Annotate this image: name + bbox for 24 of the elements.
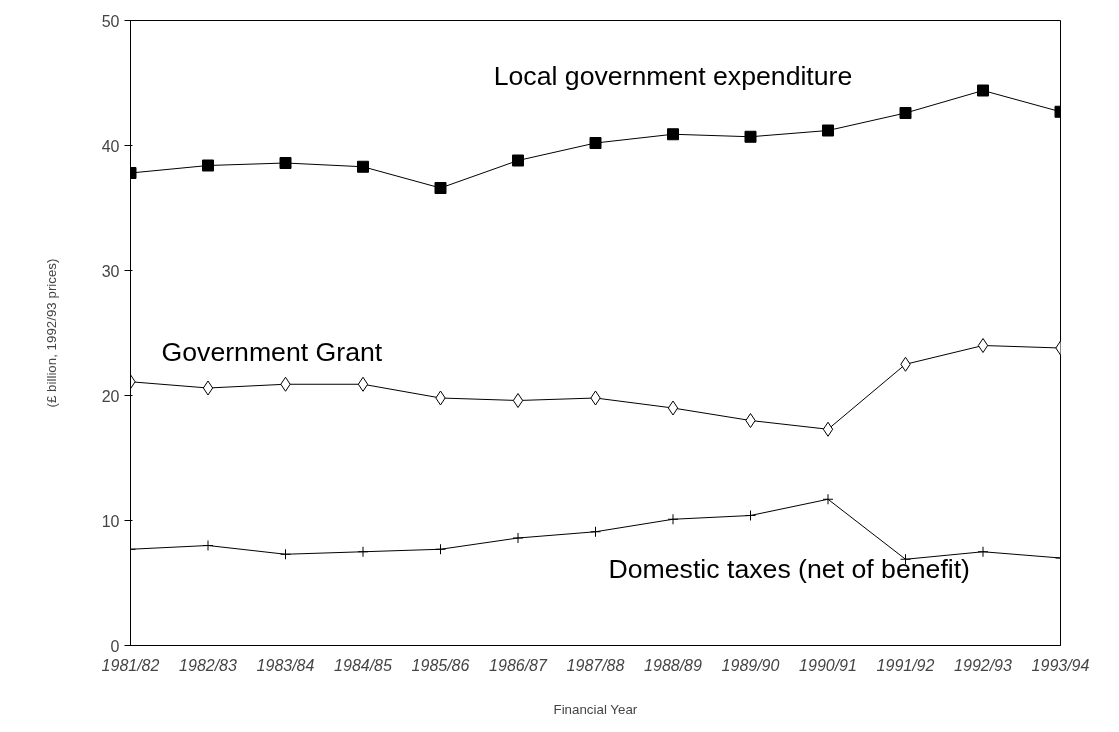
x-tick-label: 1981/82 [101, 656, 160, 674]
y-axis-title: (£ billion, 1992/93 prices) [43, 258, 59, 408]
x-tick-label: 1982/83 [179, 656, 238, 674]
y-tick-label: 40 [101, 137, 120, 155]
x-tick-label: 1983/84 [256, 656, 315, 674]
x-tick-label: 1990/91 [799, 656, 857, 674]
x-tick-label: 1986/87 [489, 656, 549, 674]
y-tick-label: 30 [101, 262, 120, 280]
x-axis-title: Financial Year [553, 701, 638, 717]
x-tick-label: 1989/90 [721, 656, 780, 674]
y-tick-label: 50 [101, 12, 120, 30]
y-tick-label: 20 [101, 387, 120, 405]
x-tick-label: 1992/93 [954, 656, 1013, 674]
y-tick-label: 10 [101, 512, 120, 530]
x-tick-label: 1988/89 [644, 656, 703, 674]
x-tick-label: 1987/88 [566, 656, 625, 674]
series-label: Local government expenditure [493, 60, 853, 91]
series-label: Domestic taxes (net of benefit) [608, 554, 970, 585]
series-label: Government Grant [161, 336, 383, 367]
x-tick-label: 1991/92 [876, 656, 935, 674]
x-tick-label: 1993/94 [1031, 656, 1090, 674]
y-tick-label: 0 [110, 637, 120, 655]
x-tick-label: 1985/86 [411, 656, 470, 674]
x-tick-label: 1984/85 [334, 656, 393, 674]
